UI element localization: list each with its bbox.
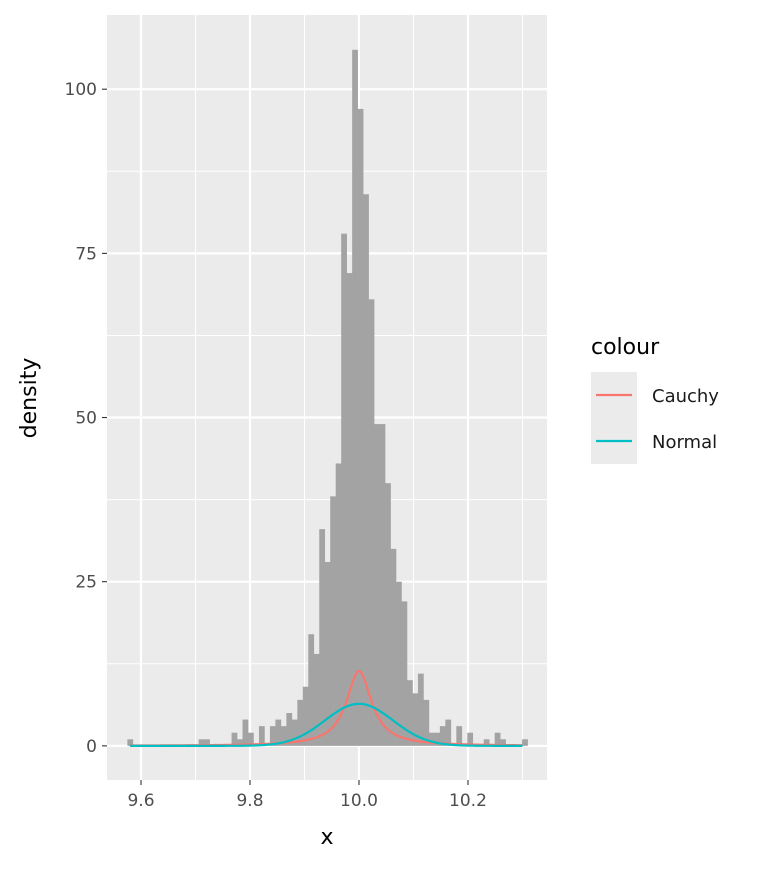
legend-label-cauchy: Cauchy (652, 386, 719, 407)
histogram-bar (522, 739, 528, 746)
histogram-bar (417, 673, 424, 746)
histogram-bar (308, 634, 315, 746)
histogram-bar (237, 739, 243, 746)
x-axis-label: x (320, 825, 333, 850)
histogram-bar (434, 732, 441, 746)
histogram-bar (368, 299, 375, 746)
histogram-bar (483, 739, 490, 746)
x-tick-label: 10.2 (449, 791, 487, 811)
histogram-bar (428, 732, 435, 746)
histogram-bar (313, 653, 320, 746)
histogram-bar (390, 548, 397, 746)
histogram-bar (406, 680, 413, 746)
histogram-bar (423, 699, 430, 746)
histogram-bar (385, 483, 391, 746)
y-tick-label: 100 (65, 80, 97, 100)
histogram-bar (204, 739, 210, 746)
histogram-bar (445, 719, 452, 746)
histogram-bar (231, 732, 238, 746)
density-curves (130, 669, 523, 747)
legend: colour Cauchy Normal (591, 335, 719, 464)
histogram-bar (297, 699, 304, 746)
x-axis-ticks: 9.6 9.8 10.0 10.2 (127, 780, 487, 811)
histogram-bar (198, 739, 205, 746)
histogram-bar (127, 739, 134, 746)
histogram-bar (341, 233, 347, 746)
histogram-bar (280, 726, 287, 746)
y-axis-ticks: 0 25 50 75 100 (65, 80, 107, 757)
histogram-bar (302, 686, 309, 746)
histogram-bar (357, 108, 364, 746)
histogram-bar (412, 693, 419, 746)
histogram-bar (324, 561, 331, 746)
legend-key-background (591, 372, 637, 464)
histogram-bar (275, 719, 282, 746)
histogram-bar (379, 424, 386, 746)
histogram-bar (494, 732, 501, 746)
histogram-bar (439, 726, 446, 746)
legend-title: colour (591, 335, 660, 360)
histogram-bar (269, 726, 276, 746)
curve-normal (130, 702, 523, 747)
histogram-bar (242, 719, 249, 746)
histogram-bar (396, 581, 402, 746)
legend-label-normal: Normal (652, 432, 717, 453)
y-tick-label: 25 (75, 573, 97, 593)
histogram-bar (247, 732, 254, 746)
histogram-bar (286, 713, 293, 746)
histogram-bar (363, 194, 369, 746)
x-tick-label: 10.0 (340, 791, 378, 811)
histogram-bars (127, 49, 528, 746)
histogram-bar (467, 732, 474, 746)
histogram-bar (335, 463, 342, 746)
histogram-bar (346, 273, 353, 746)
histogram-bar (330, 496, 337, 746)
y-tick-label: 50 (75, 409, 97, 429)
histogram-bar (374, 424, 380, 746)
histogram-bar (456, 726, 463, 746)
histogram-bar (291, 719, 298, 746)
histogram-bar (319, 529, 326, 746)
y-tick-label: 0 (86, 737, 97, 757)
x-tick-label: 9.8 (236, 791, 263, 811)
y-tick-label: 75 (75, 244, 97, 264)
histogram-bar (352, 49, 358, 746)
histogram-bar (258, 726, 265, 746)
histogram-bar (500, 739, 506, 746)
x-tick-label: 9.6 (127, 791, 154, 811)
y-axis-label: density (17, 358, 42, 439)
histogram-bar (401, 601, 408, 746)
